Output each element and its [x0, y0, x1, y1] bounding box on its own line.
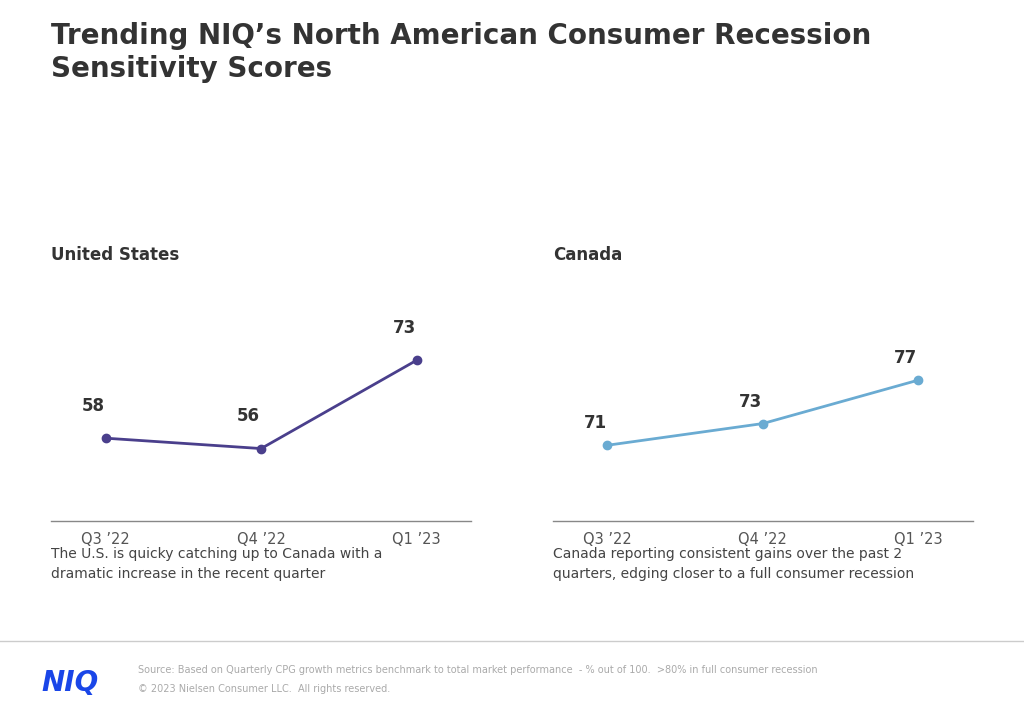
Text: 77: 77	[894, 349, 918, 367]
Text: Canada: Canada	[553, 246, 623, 264]
Text: NIQ: NIQ	[41, 669, 98, 696]
Text: Source: Based on Quarterly CPG growth metrics benchmark to total market performa: Source: Based on Quarterly CPG growth me…	[138, 665, 818, 675]
Text: 71: 71	[584, 414, 606, 432]
Text: 73: 73	[392, 319, 416, 337]
Text: 58: 58	[82, 397, 104, 415]
Text: 73: 73	[738, 392, 762, 411]
Text: United States: United States	[51, 246, 179, 264]
Text: Trending NIQ’s North American Consumer Recession
Sensitivity Scores: Trending NIQ’s North American Consumer R…	[51, 22, 871, 83]
Text: Canada reporting consistent gains over the past 2
quarters, edging closer to a f: Canada reporting consistent gains over t…	[553, 547, 914, 581]
Text: The U.S. is quicky catching up to Canada with a
dramatic increase in the recent : The U.S. is quicky catching up to Canada…	[51, 547, 383, 581]
Text: © 2023 Nielsen Consumer LLC.  All rights reserved.: © 2023 Nielsen Consumer LLC. All rights …	[138, 684, 390, 694]
Text: 56: 56	[238, 407, 260, 425]
